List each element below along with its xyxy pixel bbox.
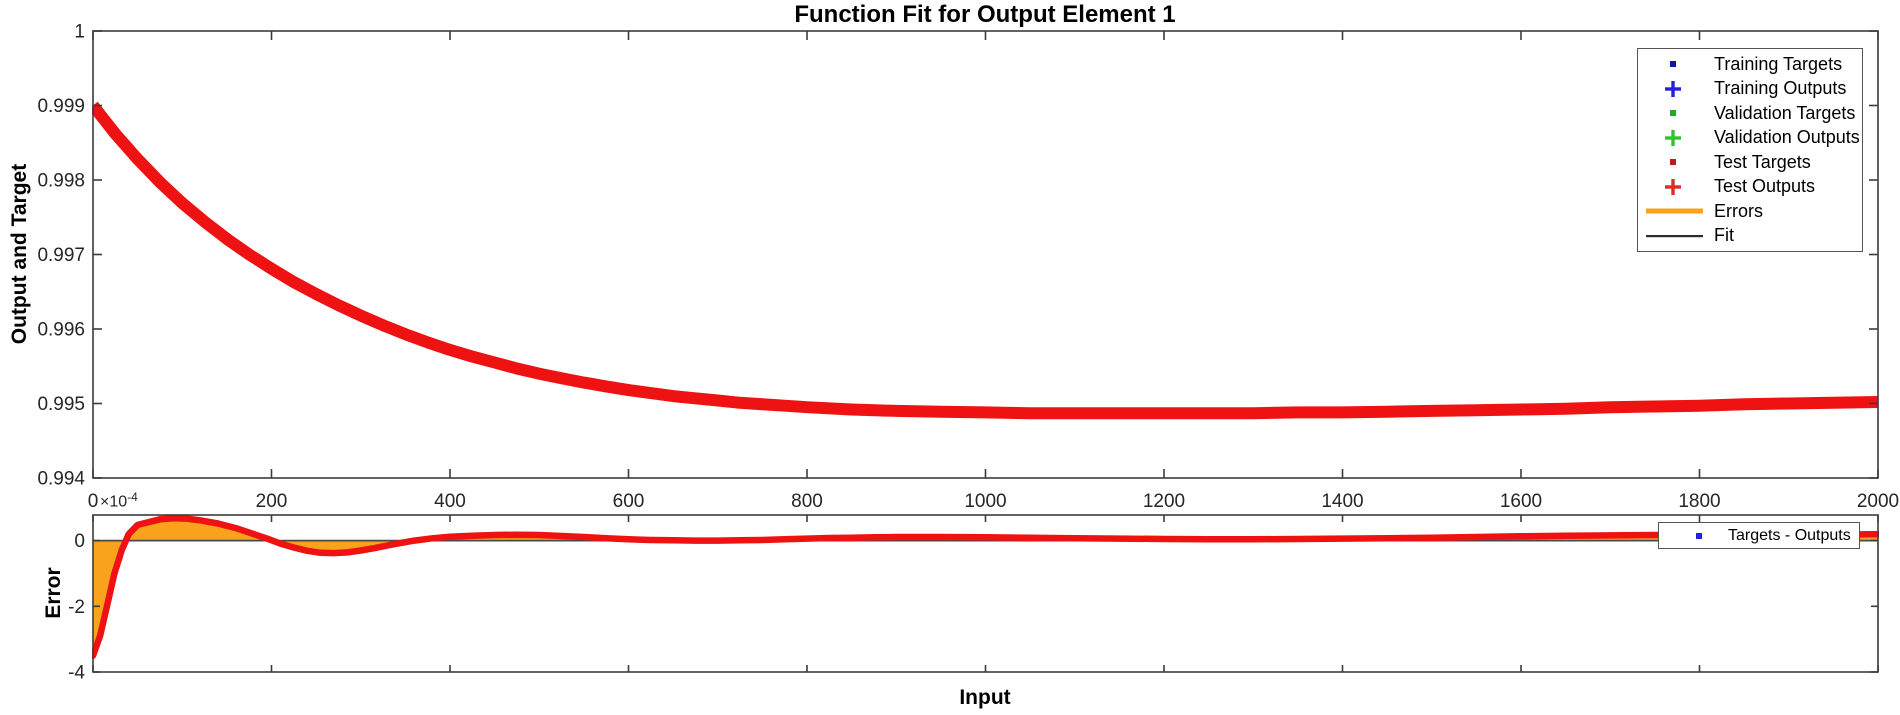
x-tick-label: 400 [434, 491, 466, 512]
x-tick-label: 2000 [1857, 491, 1899, 512]
plus-marker-icon [1665, 178, 1681, 195]
y-tick-label: 0.999 [37, 96, 85, 117]
y-tick-label: 1 [74, 22, 85, 43]
line-marker-icon [1646, 208, 1703, 214]
fit-line [92, 104, 1879, 415]
y-tick-label: 0.997 [37, 245, 85, 266]
legend-error: Targets - Outputs [1658, 522, 1860, 549]
error-plot-area [92, 515, 1879, 659]
dot-marker-icon [1670, 110, 1676, 117]
dot-marker-icon [1670, 159, 1676, 166]
legend-item-validation-outputs: Validation Outputs [1638, 126, 1862, 150]
x-tick-label: 1800 [1678, 491, 1720, 512]
y-tick-label: 0.994 [37, 469, 85, 490]
legend-item-label: Validation Outputs [1714, 127, 1860, 148]
legend-item-label: Fit [1714, 225, 1734, 246]
y-axis-label-error: Error [42, 567, 65, 619]
y-tick-label: 0.996 [37, 320, 85, 341]
y-tick-label: -2 [68, 597, 85, 618]
legend-item-training-outputs: Training Outputs [1638, 77, 1862, 101]
legend-main: Training Targets Training Outputs Validati… [1637, 48, 1863, 252]
x-tick-label: 1200 [1143, 491, 1185, 512]
legend-error-label: Targets - Outputs [1728, 526, 1851, 544]
plus-marker-icon [1665, 80, 1681, 97]
legend-item-label: Validation Targets [1714, 102, 1856, 123]
multiplier-exponent: -4 [127, 490, 138, 504]
targets-outputs-curve [92, 101, 1879, 420]
y-tick-label: -4 [68, 663, 85, 684]
y-axis-multiplier: ×10-4 [100, 489, 138, 511]
error-curve [92, 515, 1879, 659]
legend-dot-marker-icon [1696, 532, 1702, 539]
y-tick-label: 0.998 [37, 171, 85, 192]
legend-item-test-targets: Test Targets [1638, 150, 1862, 174]
y-axis-label-output-and-target: Output and Target [8, 163, 31, 345]
legend-item-validation-targets: Validation Targets [1638, 101, 1862, 125]
y-tick-label: 0.995 [37, 394, 85, 415]
x-tick-label: 1400 [1321, 491, 1363, 512]
x-tick-label: 1600 [1500, 491, 1542, 512]
legend-item-errors: Errors [1638, 199, 1862, 223]
dot-marker-icon [1670, 61, 1676, 68]
y-tick-label: 0 [74, 531, 85, 552]
x-tick-label: 600 [613, 491, 645, 512]
legend-item-fit: Fit [1638, 224, 1862, 248]
x-tick-label: 200 [256, 491, 288, 512]
legend-item-label: Test Outputs [1714, 176, 1816, 197]
line-marker-icon [1646, 234, 1703, 237]
legend-item-label: Training Targets [1714, 53, 1843, 74]
multiplier-base: ×10 [100, 493, 128, 511]
x-tick-label: 1000 [964, 491, 1006, 512]
x-tick-label: 0 [88, 491, 99, 512]
x-axis-label-input: Input [959, 686, 1011, 709]
plus-marker-icon [1665, 129, 1681, 146]
legend-item-test-outputs: Test Outputs [1638, 175, 1862, 199]
legend-item-label: Training Outputs [1714, 78, 1847, 99]
legend-item-training-targets: Training Targets [1638, 52, 1862, 76]
fit-plot-area [92, 101, 1879, 420]
legend-item-label: Test Targets [1714, 151, 1811, 172]
x-tick-label: 800 [791, 491, 823, 512]
figure-title: Function Fit for Output Element 1 [794, 1, 1176, 28]
legend-item-label: Errors [1714, 200, 1763, 221]
